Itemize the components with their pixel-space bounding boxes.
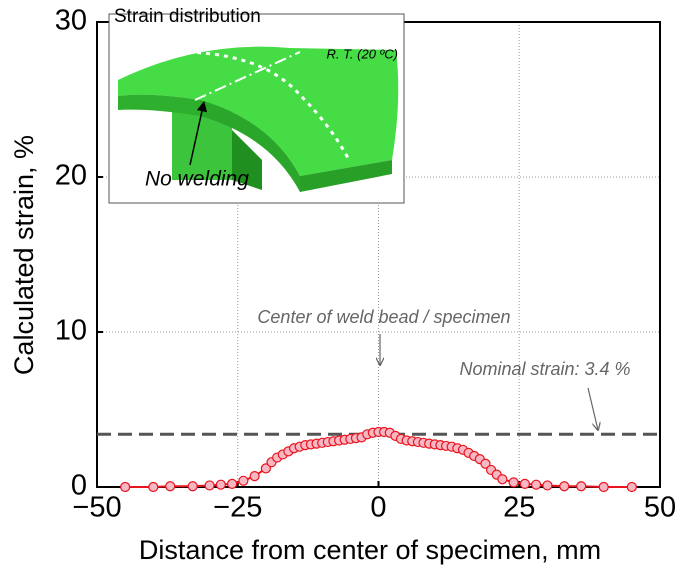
center-annotation: Center of weld bead / specimen [257,307,510,327]
data-point [497,474,508,485]
data-point [238,475,249,486]
inset-slab-edge [118,94,200,116]
inset-note: No welding [145,168,249,191]
x-tick-label: −50 [72,492,121,524]
x-tick-label: −25 [213,492,262,524]
inset-slab [118,46,399,176]
x-tick-label: 50 [644,492,676,524]
y-tick-label: 20 [55,160,87,192]
ticks: −50 −25 0 25 50 0 10 20 30 [55,5,676,524]
nominal-arrow [587,387,598,430]
data-point [531,479,542,490]
x-tick-label: 25 [503,492,535,524]
data-point [576,481,587,492]
y-axis-label: Calculated strain, % [9,135,39,375]
data-point [480,458,491,469]
data-point [227,478,238,489]
inset-block-side [232,130,262,190]
inset-temperature: R. T. (20 ºC) [327,46,398,61]
data-point [120,481,131,493]
inset: Strain distribution R. T. (20 ºC) No wel… [108,6,405,204]
inset-slab-edge [200,100,300,192]
data-point [187,481,198,492]
nominal-annotation: Nominal strain: 3.4 % [459,359,630,379]
data-point [249,471,260,482]
data-point [204,480,215,491]
data-point [508,477,519,488]
x-tick-label: 0 [370,492,386,524]
y-tick-label: 30 [55,5,87,37]
data-point [519,478,530,489]
inset-dotted-line [169,50,350,159]
inset-title: Strain distribution [114,6,261,27]
data-point [260,463,271,474]
data-point [542,480,553,491]
data-point [165,481,176,492]
marks [97,426,660,493]
y-tick-label: 10 [55,315,87,347]
data-point [215,479,226,490]
inset-arrow [189,100,208,166]
x-axis-label: Distance from center of specimen, mm [139,535,601,565]
inset-slab-front [300,160,392,192]
data-point [148,481,159,493]
data-point [626,481,637,493]
inset-center-line [194,51,301,101]
data-point [559,481,570,492]
y-tick-label: 0 [71,470,87,502]
data-point [598,481,609,493]
